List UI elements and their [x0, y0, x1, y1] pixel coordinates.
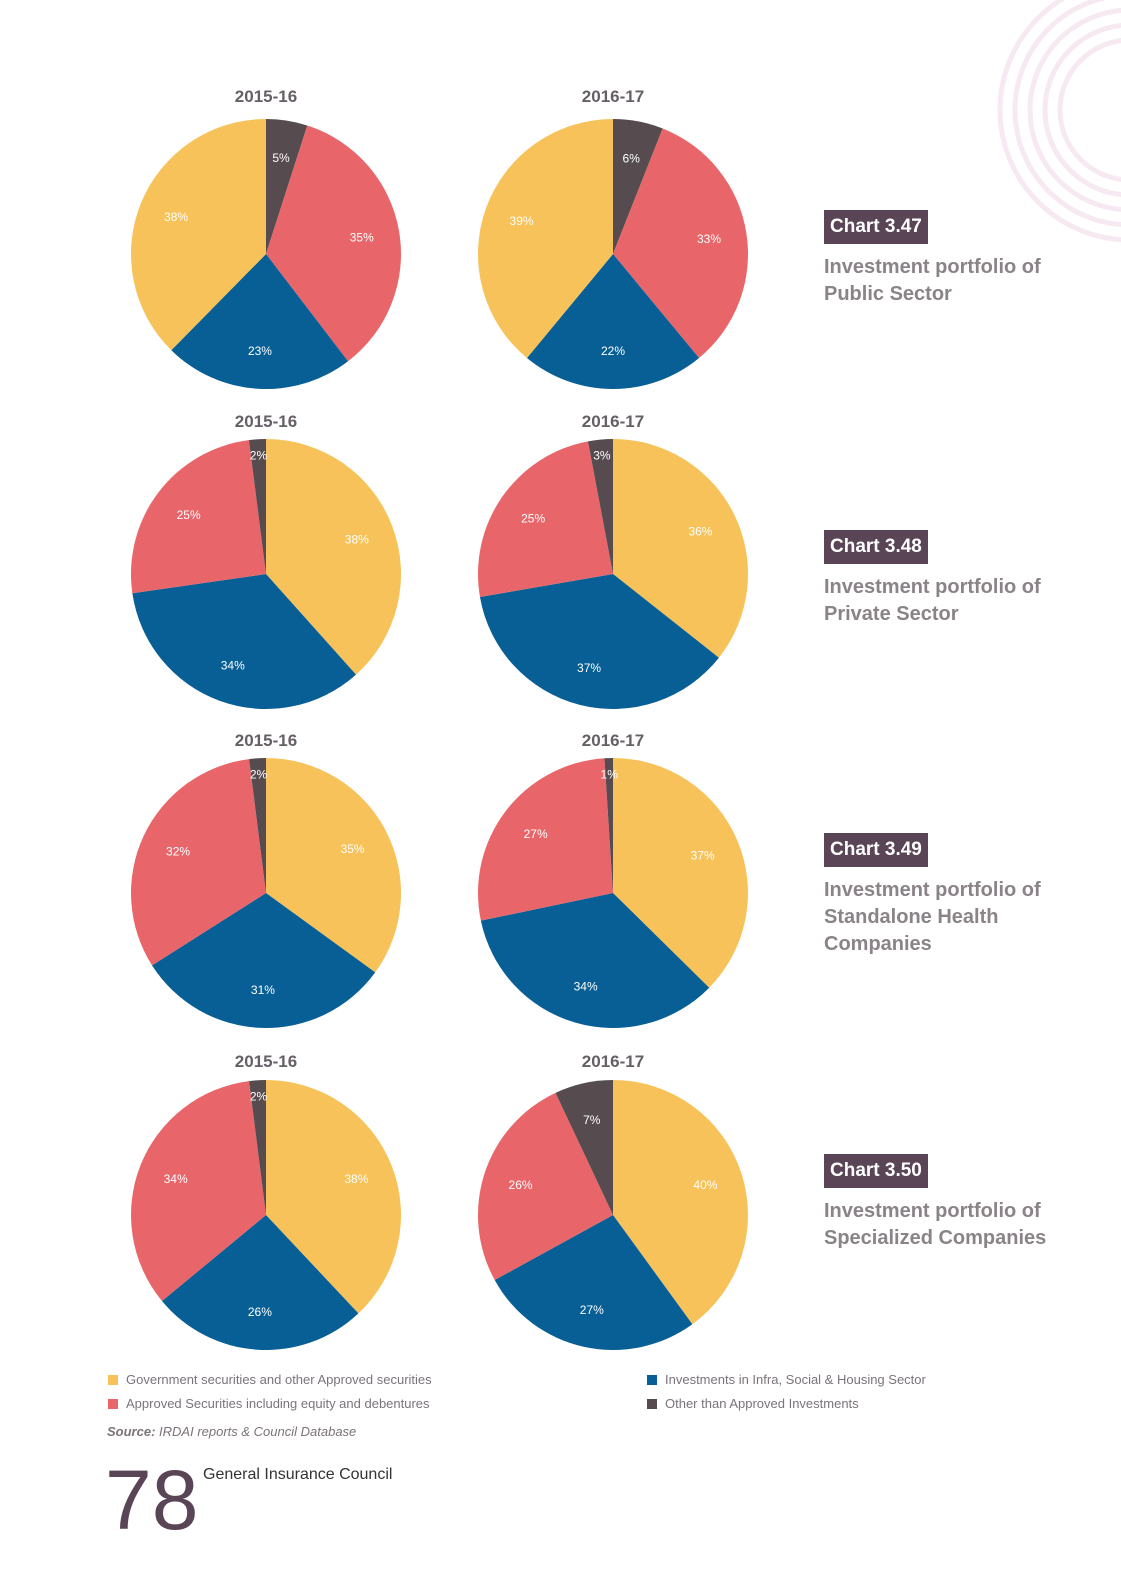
pie-data-label: 38% — [345, 532, 369, 546]
pie-data-label: 34% — [221, 658, 245, 672]
year-label-3.49-2015-16: 2015-16 — [234, 731, 298, 750]
pie-data-label: 6% — [623, 152, 641, 166]
pie-slice-other-than-approved-investments — [555, 1080, 613, 1215]
pie-data-label: 26% — [509, 1178, 533, 1192]
pie-data-label: 38% — [164, 210, 188, 224]
decorative-arcs — [997, 0, 1121, 243]
year-label-3.48-2016-17: 2016-17 — [581, 412, 645, 431]
pie-data-label: 1% — [601, 767, 619, 781]
source-text: IRDAI reports & Council Database — [159, 1424, 357, 1439]
pie-slice-government-securities-and-other-approved-securities — [266, 1080, 401, 1314]
pie-slice-government-securities-and-other-approved-securities — [131, 118, 266, 351]
pie-data-label: 7% — [583, 1113, 601, 1127]
pie-data-label: 34% — [574, 979, 598, 993]
year-label-3.48-2015-16: 2015-16 — [234, 412, 298, 431]
pie-data-label: 32% — [166, 845, 190, 859]
pie-slice-investments-in-infra-social-housing-sector — [132, 574, 357, 710]
pie-slice-government-securities-and-other-approved-securities — [266, 439, 402, 675]
legend-swatch — [647, 1374, 657, 1385]
pie-slice-approved-securities-including-equity-and-debentures — [613, 128, 749, 359]
pie-data-label: 31% — [251, 983, 275, 997]
pie-data-label: 5% — [272, 151, 290, 165]
pie-slice-other-than-approved-investments — [604, 758, 613, 893]
pie-data-label: 39% — [510, 214, 534, 228]
source-note: Source: IRDAI reports & Council Database — [107, 1424, 356, 1439]
source-prefix: Source: — [107, 1424, 156, 1439]
pie-slice-approved-securities-including-equity-and-debentures — [130, 440, 266, 594]
pie-slice-investments-in-infra-social-housing-sector — [161, 1215, 359, 1350]
pie-slice-government-securities-and-other-approved-securities — [478, 118, 613, 359]
legend-item-infra-investments: Investments in Infra, Social & Housing S… — [647, 1372, 926, 1387]
pie-data-label: 37% — [691, 848, 715, 862]
pie-slice-other-than-approved-investments — [249, 1080, 266, 1215]
pie-data-label: 2% — [250, 1089, 268, 1103]
chart-badge-3.50: Chart 3.50 — [824, 1154, 928, 1188]
year-label-3.49-2016-17: 2016-17 — [581, 731, 645, 750]
pie-slice-approved-securities-including-equity-and-debentures — [478, 1092, 613, 1281]
pie-slice-investments-in-infra-social-housing-sector — [480, 893, 710, 1028]
legend-swatch — [647, 1398, 657, 1409]
year-label-3.50-2015-16: 2015-16 — [234, 1052, 298, 1071]
legend-item-other-investments: Other than Approved Investments — [647, 1396, 859, 1411]
legend-label: Investments in Infra, Social & Housing S… — [665, 1372, 926, 1387]
page-number: 78 — [105, 1453, 199, 1547]
chart-badge-3.48: Chart 3.48 — [824, 530, 928, 564]
pie-data-label: 27% — [580, 1303, 604, 1317]
legend-label: Approved Securities including equity and… — [126, 1396, 430, 1411]
pie-data-label: 34% — [164, 1172, 188, 1186]
pie-slice-other-than-approved-investments — [249, 758, 266, 893]
chart-title-3.50: Investment portfolio of Specialized Comp… — [824, 1200, 1047, 1249]
year-label-3.47-2015-16: 2015-16 — [234, 87, 298, 106]
legend-label: Other than Approved Investments — [665, 1396, 859, 1411]
pie-slice-other-than-approved-investments — [613, 119, 663, 254]
pie-data-label: 25% — [177, 508, 201, 522]
legend-label: Government securities and other Approved… — [126, 1372, 432, 1387]
pie-data-label: 35% — [341, 842, 365, 856]
pie-slice-investments-in-infra-social-housing-sector — [526, 254, 700, 389]
pie-data-label: 2% — [250, 767, 268, 781]
pie-slice-government-securities-and-other-approved-securities — [266, 758, 401, 973]
pie-data-label: 40% — [693, 1178, 717, 1192]
pie-data-label: 25% — [521, 512, 545, 526]
legend-item-govt-securities: Government securities and other Approved… — [108, 1372, 432, 1387]
pie-data-label: 36% — [688, 525, 712, 539]
pie-slice-approved-securities-including-equity-and-debentures — [266, 125, 401, 362]
pie-slice-government-securities-and-other-approved-securities — [613, 1080, 748, 1325]
legend-swatch — [108, 1374, 118, 1385]
pie-slice-other-than-approved-investments — [266, 119, 308, 254]
pie-slice-approved-securities-including-equity-and-debentures — [131, 759, 266, 966]
pie-data-label: 38% — [344, 1172, 368, 1186]
pie-slice-approved-securities-including-equity-and-debentures — [477, 441, 613, 597]
chart-badge-3.47: Chart 3.47 — [824, 210, 928, 244]
pie-slice-government-securities-and-other-approved-securities — [613, 439, 749, 658]
year-label-3.50-2016-17: 2016-17 — [581, 1052, 645, 1071]
legend-item-approved-securities: Approved Securities including equity and… — [108, 1396, 430, 1411]
pie-slice-other-than-approved-investments — [248, 439, 266, 574]
pie-slice-investments-in-infra-social-housing-sector — [171, 254, 349, 390]
pie-data-label: 37% — [577, 661, 601, 675]
pie-data-label: 2% — [250, 448, 268, 462]
pie-slice-approved-securities-including-equity-and-debentures — [131, 1081, 266, 1302]
pie-data-label: 3% — [593, 449, 611, 463]
pie-slice-investments-in-infra-social-housing-sector — [152, 893, 376, 1028]
pie-slice-investments-in-infra-social-housing-sector — [479, 574, 719, 710]
pie-slice-government-securities-and-other-approved-securities — [613, 758, 748, 988]
pie-slice-investments-in-infra-social-housing-sector — [494, 1215, 693, 1350]
pie-data-label: 26% — [248, 1305, 272, 1319]
chart-badge-3.49: Chart 3.49 — [824, 833, 928, 867]
chart-title-3.47: Investment portfolio of Public Sector — [824, 256, 1041, 305]
pie-slice-other-than-approved-investments — [587, 439, 613, 574]
pie-data-label: 27% — [524, 827, 548, 841]
legend-swatch — [108, 1398, 118, 1409]
chart-title-3.49: Investment portfolio of Standalone Healt… — [824, 879, 1041, 955]
pie-data-label: 33% — [697, 232, 721, 246]
year-label-3.47-2016-17: 2016-17 — [581, 87, 645, 106]
pie-data-label: 23% — [248, 344, 272, 358]
pie-data-label: 35% — [350, 230, 374, 244]
publisher-name: General Insurance Council — [203, 1466, 393, 1483]
pie-data-label: 22% — [601, 344, 625, 358]
pie-slice-approved-securities-including-equity-and-debentures — [478, 758, 613, 921]
chart-title-3.48: Investment portfolio of Private Sector — [824, 576, 1041, 625]
